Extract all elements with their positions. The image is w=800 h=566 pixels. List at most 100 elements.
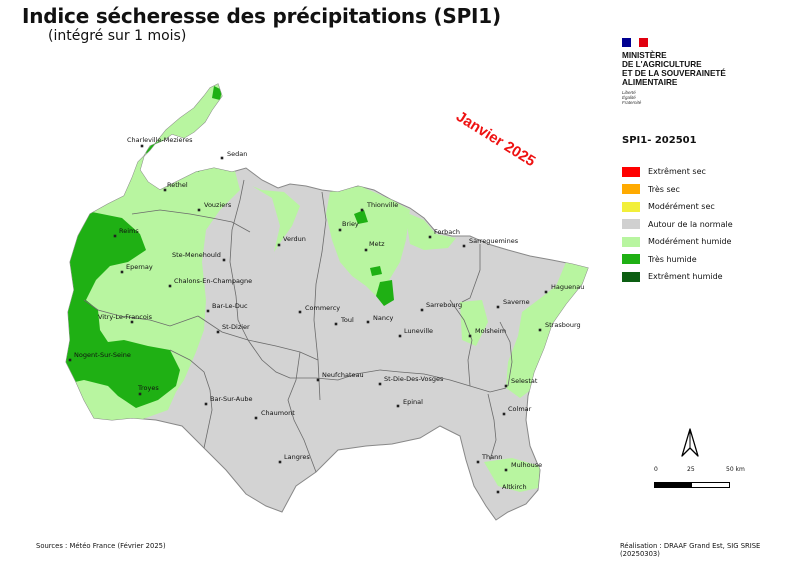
page-title: Indice sécheresse des précipitations (SP… <box>22 4 501 28</box>
city-dot <box>468 334 472 338</box>
city-dot <box>216 330 220 334</box>
legend-label: Extrêment humide <box>648 272 723 282</box>
city-dot <box>496 305 500 309</box>
city-label: Epernay <box>126 263 153 271</box>
city-dot <box>130 320 134 324</box>
city-dot <box>538 328 542 332</box>
ministry-line: DE L'AGRICULTURE <box>622 60 702 69</box>
scale-label-25: 25 <box>687 466 695 473</box>
legend-item: Modérément humide <box>622 233 733 251</box>
city-label: Sarrebourg <box>426 301 462 309</box>
french-flag-icon <box>622 38 649 47</box>
legend-label: Très sec <box>648 184 680 194</box>
city-dot <box>68 358 72 362</box>
city-marker: Thionville <box>360 201 398 212</box>
city-dot <box>338 228 342 232</box>
city-label: Reims <box>119 227 139 235</box>
zone-moderately-humid-north <box>405 212 456 250</box>
legend-item: Très humide <box>622 251 733 269</box>
city-marker: Vouziers <box>197 201 232 212</box>
city-label: Nogent-Sur-Seine <box>74 351 131 359</box>
zone-very-humid-patch3 <box>212 86 222 100</box>
city-dot <box>428 235 432 239</box>
legend-swatch <box>622 219 640 230</box>
city-marker: Sarreguemines <box>462 237 519 248</box>
city-dot <box>502 412 506 416</box>
city-marker: Bar-Le-Duc <box>206 302 248 313</box>
city-marker: Saverne <box>496 298 530 309</box>
city-marker: Troyes <box>137 384 159 396</box>
city-label: Thann <box>481 453 502 461</box>
city-label: Epinal <box>403 398 423 406</box>
city-marker: Nogent-Sur-Seine <box>68 351 131 362</box>
north-arrow-icon <box>681 428 699 457</box>
city-marker: Sedan <box>220 150 247 160</box>
city-label: Haguenau <box>551 283 584 291</box>
city-dot <box>504 384 508 388</box>
city-label: Sedan <box>227 150 247 158</box>
city-label: Chaumont <box>261 409 295 417</box>
city-marker: St-Dizier <box>216 323 250 334</box>
city-marker: Selestat <box>504 377 538 388</box>
city-label: Thionville <box>366 201 398 209</box>
legend-swatch <box>622 254 640 265</box>
city-marker: Toul <box>334 316 354 326</box>
city-dot <box>366 320 370 324</box>
city-marker: St-Die-Des-Vosges <box>378 375 444 386</box>
city-dot <box>398 334 402 338</box>
page-subtitle: (intégré sur 1 mois) <box>48 28 187 44</box>
city-label: Toul <box>340 316 354 324</box>
legend-label: Autour de la normale <box>648 219 733 229</box>
city-dot <box>254 416 258 420</box>
city-label: Langres <box>284 453 310 461</box>
city-label: Strasbourg <box>545 321 581 329</box>
legend-swatch <box>622 184 640 195</box>
city-dot <box>476 460 480 464</box>
zone-very-humid-rethel <box>196 148 206 172</box>
scale-bar-graphic <box>654 482 730 488</box>
zone-moderately-humid-sarrebourg <box>460 300 488 346</box>
city-marker: Langres <box>278 453 310 464</box>
republic-motto: Liberté Égalité Fraternité <box>622 90 792 105</box>
city-label: Rethel <box>167 181 188 189</box>
city-marker: Neufchateau <box>316 371 364 382</box>
city-marker: Molsheim <box>468 327 506 338</box>
city-label: St-Dizier <box>222 323 250 331</box>
legend-label: Très humide <box>648 254 697 264</box>
legend-swatch <box>622 166 640 177</box>
city-marker: Mulhouse <box>504 461 542 472</box>
city-marker: Nancy <box>366 314 394 324</box>
city-marker: Bar-Sur-Aube <box>204 395 252 406</box>
city-dot <box>420 308 424 312</box>
scale-label-50: 50 km <box>726 466 745 473</box>
city-label: Molsheim <box>475 327 506 335</box>
legend-item: Extrêment humide <box>622 268 733 286</box>
city-label: Altkirch <box>502 483 527 491</box>
city-marker: Luneville <box>398 327 433 338</box>
city-dot <box>298 310 302 314</box>
legend-swatch <box>622 201 640 212</box>
city-label: Verdun <box>283 235 306 243</box>
city-marker: Colmar <box>502 405 532 416</box>
legend-item: Modérément sec <box>622 198 733 216</box>
legend-item: Autour de la normale <box>622 216 733 234</box>
city-label: Sarreguemines <box>469 237 519 245</box>
city-marker: Epernay <box>120 263 153 274</box>
city-dot <box>396 404 400 408</box>
credit-note: Réalisation : DRAAF Grand Est, SIG SRISE… <box>620 542 761 558</box>
city-label: Colmar <box>508 405 532 413</box>
city-marker: Commercy <box>298 304 340 314</box>
city-marker: Chaumont <box>254 409 295 420</box>
scale-labels: 0 25 50 km <box>654 466 746 476</box>
city-dot <box>220 156 224 160</box>
zone-very-humid-patch1 <box>370 266 382 276</box>
city-label: Selestat <box>511 377 538 385</box>
sources-note: Sources : Météo France (Février 2025) <box>36 542 166 550</box>
ministry-line: ALIMENTAIRE <box>622 78 678 87</box>
city-label: Troyes <box>137 384 159 392</box>
city-dot <box>316 378 320 382</box>
department-boundaries <box>83 179 513 473</box>
city-layer: Charleville-Mezieres Sedan Rethel Vouziers R… <box>68 136 584 494</box>
zone-very-humid-patch2 <box>354 210 368 224</box>
